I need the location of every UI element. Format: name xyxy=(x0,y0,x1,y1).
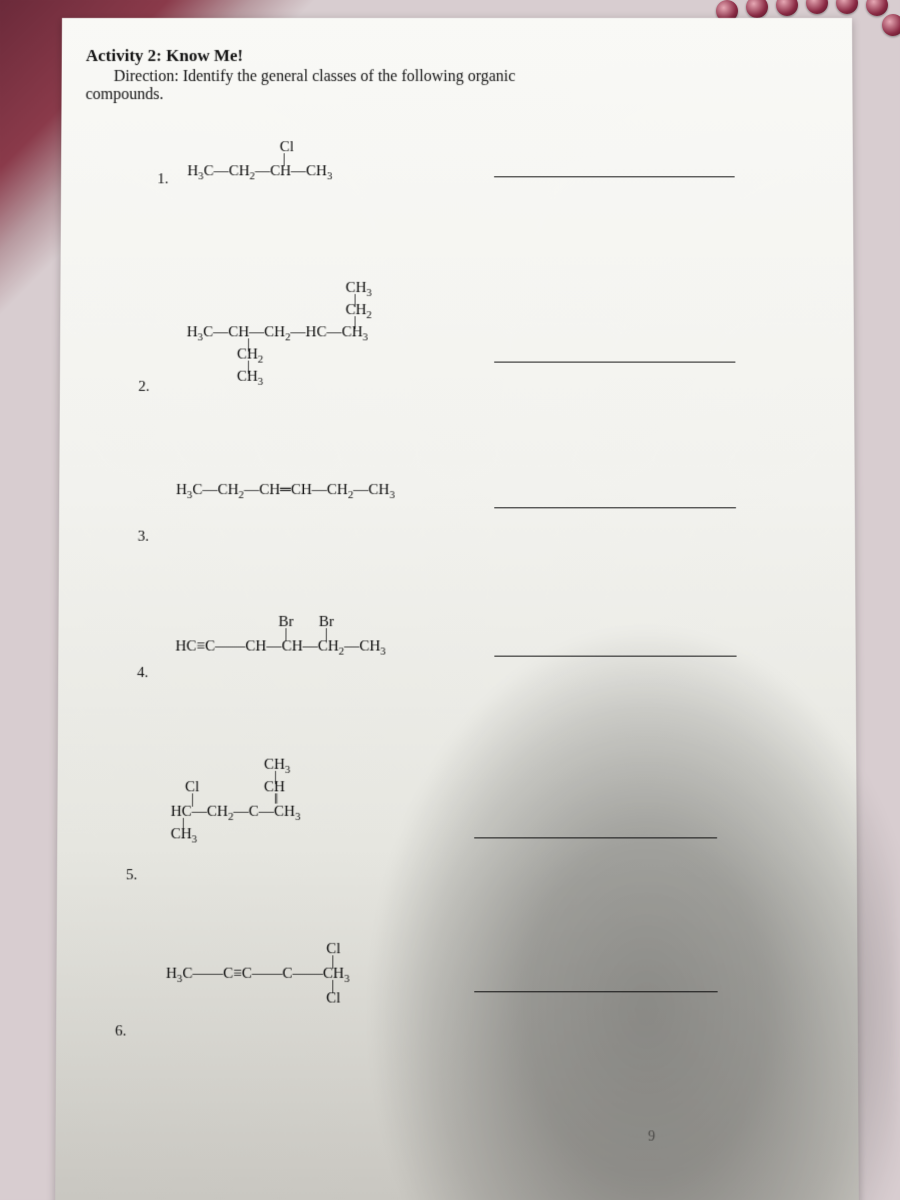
page-number: 9 xyxy=(648,1129,655,1146)
direction-text: Identify the general classes of the foll… xyxy=(183,68,516,85)
c2-main: H3C—CH—CH2—HC—CH3 xyxy=(187,325,368,340)
c2-t2: CH2 xyxy=(346,303,372,318)
item-number: 3. xyxy=(138,529,149,546)
direction-label: Direction: xyxy=(114,68,179,85)
question-4: 4. Br Br | | HC≡C——CH—CH—CH2—CH3 xyxy=(111,615,816,686)
answer-blank-5[interactable] xyxy=(474,837,717,838)
c4-main: HC≡C——CH—CH—CH2—CH3 xyxy=(175,639,385,654)
direction-line: Direction: Identify the general classes … xyxy=(114,68,813,86)
item-number: 2. xyxy=(138,379,149,396)
item-number: 6. xyxy=(115,1023,127,1040)
c5-main: HC—CH2—C—CH3 xyxy=(171,805,301,820)
c2-b2: CH3 xyxy=(237,370,263,385)
answer-blank-1[interactable] xyxy=(494,176,735,177)
c1-main: H3C—CH2—CH—CH3 xyxy=(187,164,332,179)
c5-t1: CH3 xyxy=(264,758,291,773)
question-2: 2. CH3 | CH2 | H3C—CH—CH2—HC—CH3 | CH2 |… xyxy=(112,281,814,402)
answer-blank-6[interactable] xyxy=(474,991,717,992)
c2-b1: CH2 xyxy=(237,347,263,362)
worksheet-page: Activity 2: Know Me! Direction: Identify… xyxy=(55,18,859,1200)
c5-b1: CH3 xyxy=(171,827,198,842)
c6-main: H3C——C≡C——C——CH3 xyxy=(166,967,350,982)
c3-main: H3C—CH2—CH═CH—CH2—CH3 xyxy=(176,483,395,498)
c6-cl-bot: Cl xyxy=(326,991,340,1006)
question-1: 1. Cl | H3C—CH2—CH—CH3 xyxy=(113,140,813,210)
item-number: 1. xyxy=(157,171,168,188)
question-6: 6. Cl | H3C——C≡C——C——CH3 | Cl xyxy=(109,942,817,1035)
question-5: 5. CH3 | Cl CH | ‖ HC—CH2—C—CH3 | CH3 xyxy=(110,758,817,881)
answer-blank-2[interactable] xyxy=(494,362,735,363)
direction-line-2: compounds. xyxy=(86,86,813,104)
question-3: 3. H3C—CH2—CH═CH—CH2—CH3 xyxy=(111,473,814,544)
item-number: 5. xyxy=(126,867,137,884)
answer-blank-4[interactable] xyxy=(494,656,736,657)
answer-blank-3[interactable] xyxy=(494,507,736,508)
activity-title: Activity 2: Know Me! xyxy=(86,46,813,66)
c2-t1: CH3 xyxy=(346,281,372,296)
item-number: 4. xyxy=(137,665,148,682)
